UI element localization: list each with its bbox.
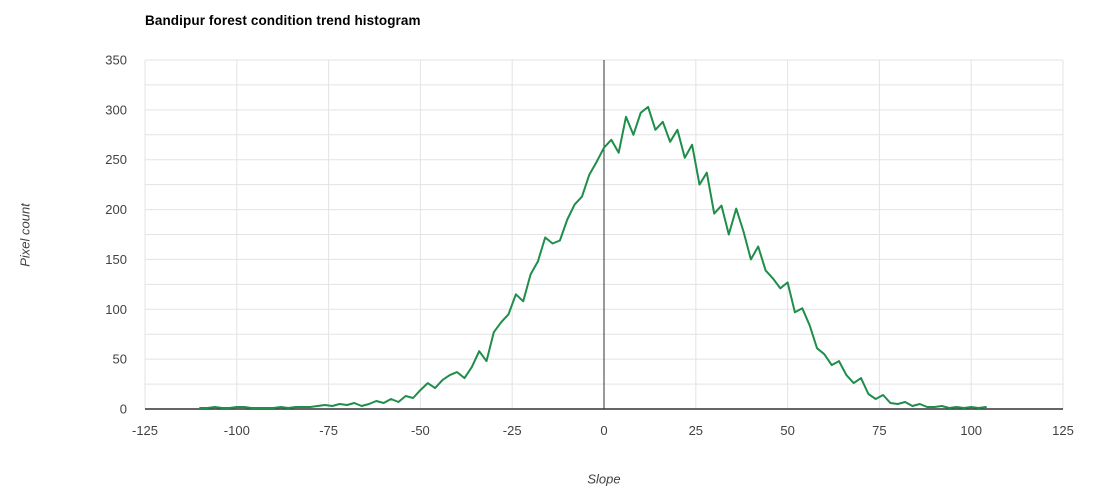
y-tick-label: 150 xyxy=(105,252,127,267)
chart-title: Bandipur forest condition trend histogra… xyxy=(145,13,421,28)
x-tick-label: -25 xyxy=(503,423,522,438)
x-tick-label: -75 xyxy=(319,423,338,438)
histogram-line xyxy=(199,105,987,409)
x-tick-label: 100 xyxy=(960,423,982,438)
x-tick-label: -125 xyxy=(132,423,158,438)
x-tick-label: 25 xyxy=(689,423,703,438)
x-tick-label: 50 xyxy=(780,423,794,438)
y-tick-label: 200 xyxy=(105,202,127,217)
x-tick-label: 125 xyxy=(1052,423,1074,438)
y-axis-title: Pixel count xyxy=(17,203,33,267)
y-tick-label: 250 xyxy=(105,152,127,167)
y-tick-label: 50 xyxy=(113,352,127,367)
y-tick-label: 0 xyxy=(120,402,127,417)
x-tick-label: 75 xyxy=(872,423,886,438)
x-axis-title: Slope xyxy=(587,471,621,487)
y-tick-label: 100 xyxy=(105,302,127,317)
y-tick-label: 300 xyxy=(105,102,127,117)
x-tick-label: -100 xyxy=(224,423,250,438)
x-tick-label: 0 xyxy=(600,423,607,438)
y-tick-label: 350 xyxy=(105,53,127,68)
x-tick-label: -50 xyxy=(411,423,430,438)
